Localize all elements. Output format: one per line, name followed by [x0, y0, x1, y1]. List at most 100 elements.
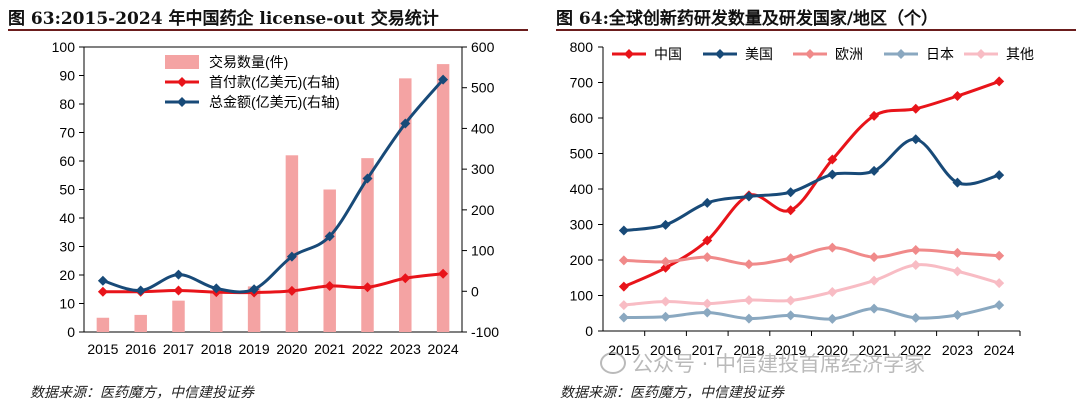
wechat-icon	[600, 352, 626, 374]
left-series-point-1	[286, 285, 297, 296]
right-series-point-1	[702, 197, 713, 208]
right-series-point-2	[910, 245, 921, 256]
right-series-point-2	[994, 250, 1005, 261]
right-legend-label-3: 日本	[926, 46, 954, 62]
left-bar	[323, 189, 336, 332]
left-x-tick-label: 2022	[352, 341, 383, 357]
left-bar	[134, 314, 147, 332]
left-y2-tick-label: 400	[471, 120, 495, 136]
left-y-tick-label: 70	[59, 125, 75, 141]
left-y-tick-label: 20	[59, 267, 75, 283]
watermark: 公众号 · 中信建投首席经济学家	[600, 348, 925, 378]
right-series-point-4	[743, 295, 754, 306]
left-chart: 0 10 20 30 40 50 60 70 80 90 100 -100 0 100 200 300 400 5…	[52, 39, 500, 357]
left-y-tick-label: 100	[52, 39, 76, 55]
legend-marker-2	[177, 97, 187, 107]
left-figure-title: 图 63:2015-2024 年中国药企 license-out 交易统计	[8, 9, 439, 29]
right-x-tick-label: 2023	[942, 342, 973, 358]
right-y-tick-label: 600	[570, 110, 594, 126]
left-x-tick-label: 2017	[163, 341, 194, 357]
left-series-point-1	[173, 285, 184, 296]
left-y2-tick-label: -100	[471, 324, 499, 340]
right-series-point-3	[743, 313, 754, 324]
right-series-point-0	[785, 205, 796, 216]
right-legend-marker-0	[624, 49, 634, 59]
left-series-point-2	[173, 269, 184, 280]
right-series-point-4	[618, 300, 629, 311]
left-x-tick-label: 2016	[125, 341, 156, 357]
legend-label-line-2: 总金额(亿美元)(右轴)	[209, 94, 340, 110]
right-series-point-4	[785, 295, 796, 306]
right-x-tick-label: 2022	[900, 342, 931, 358]
left-series-point-2	[324, 231, 335, 242]
right-y-tick-label: 500	[570, 146, 594, 162]
right-series-point-2	[702, 252, 713, 263]
left-series-point-2	[362, 173, 373, 184]
left-series-point-2	[249, 284, 260, 295]
legend-swatch-bar	[165, 55, 199, 69]
left-series-point-1	[400, 273, 411, 284]
right-legend-marker-4	[976, 49, 986, 59]
left-x-tick-label: 2019	[239, 341, 270, 357]
right-series-line-1	[623, 137, 1000, 233]
right-series-point-0	[910, 103, 921, 114]
right-legend-label-0: 中国	[654, 46, 682, 62]
watermark-text: 公众号 · 中信建投首席经济学家	[632, 352, 926, 376]
right-series-point-0	[618, 281, 629, 292]
right-series-point-3	[618, 312, 629, 323]
left-y-tick-label: 10	[59, 296, 75, 312]
right-series-point-3	[660, 311, 671, 322]
left-bar	[96, 317, 110, 332]
right-series-point-3	[785, 310, 796, 321]
left-bar	[399, 78, 412, 332]
right-series-point-1	[660, 219, 671, 230]
left-series-point-1	[324, 280, 335, 291]
right-series-point-1	[952, 177, 963, 188]
left-y2-tick-label: 100	[471, 243, 495, 259]
left-source-note: 数据来源：医药魔方，中信建投证券	[30, 385, 254, 401]
left-y2-tick-label: 300	[471, 161, 495, 177]
left-y2-tick-label: 200	[471, 202, 495, 218]
right-series-point-1	[827, 169, 838, 180]
right-series-point-3	[702, 307, 713, 318]
right-source-note: 数据来源：医药魔方，中信建投证券	[560, 385, 784, 401]
legend-label-bar: 交易数量(件)	[209, 54, 288, 70]
left-y-tick-label: 0	[67, 324, 75, 340]
left-series-point-1	[97, 286, 108, 297]
right-x-tick-label: 2016	[650, 342, 681, 358]
right-series-point-4	[660, 296, 671, 307]
right-series-line-3	[623, 303, 1000, 321]
right-y-tick-label: 0	[585, 323, 593, 339]
right-y-tick-label: 100	[570, 288, 594, 304]
left-series-line-2	[102, 78, 445, 294]
left-y-tick-label: 30	[59, 239, 75, 255]
right-series-point-1	[785, 187, 796, 198]
right-legend-marker-2	[805, 49, 815, 59]
left-series-point-2	[438, 74, 449, 85]
right-legend-label-2: 欧洲	[835, 46, 863, 62]
left-x-tick-label: 2024	[428, 341, 459, 357]
right-series-point-0	[994, 76, 1005, 87]
right-figure-title: 图 64:全球创新药研发数量及研发国家/地区（个）	[556, 9, 939, 29]
left-y-tick-label: 90	[59, 68, 75, 84]
right-legend-label-1: 美国	[745, 46, 773, 62]
right-x-tick-label: 2020	[817, 342, 848, 358]
left-series-point-1	[362, 282, 373, 293]
left-x-tick-label: 2018	[201, 341, 232, 357]
left-series-point-2	[400, 118, 411, 129]
right-y-tick-label: 300	[570, 217, 594, 233]
left-bar	[247, 286, 261, 332]
left-y2-tick-label: 0	[471, 283, 479, 299]
right-series-point-2	[743, 259, 754, 270]
left-x-tick-label: 2023	[390, 341, 421, 357]
left-series-line-1	[102, 272, 444, 295]
right-series-point-1	[994, 170, 1005, 181]
right-series-point-2	[618, 255, 629, 266]
right-y-tick-label: 200	[570, 252, 594, 268]
left-series-point-2	[211, 283, 222, 294]
right-series-point-3	[910, 312, 921, 323]
right-legend-marker-3	[896, 49, 906, 59]
left-bar	[436, 64, 450, 332]
right-x-tick-label: 2019	[775, 342, 806, 358]
legend-label-line-1: 首付款(亿美元)(右轴)	[209, 74, 340, 90]
